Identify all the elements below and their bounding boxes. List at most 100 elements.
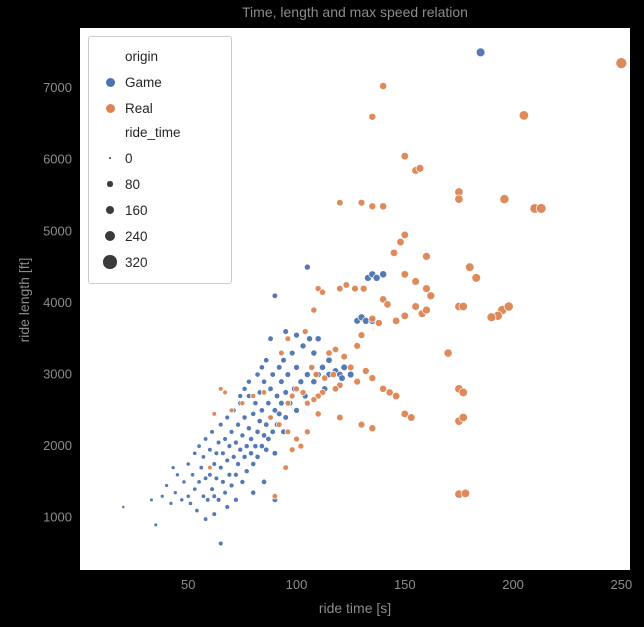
data-point-real <box>379 81 388 90</box>
data-point-game <box>278 399 285 407</box>
data-point-real <box>301 328 309 335</box>
data-point-game <box>220 450 226 457</box>
data-point-real <box>329 370 337 379</box>
data-point-real <box>276 421 283 428</box>
data-point-real <box>331 385 340 393</box>
data-point-game <box>224 504 231 510</box>
data-point-real <box>284 399 292 407</box>
data-point-game <box>245 425 252 432</box>
data-point-game <box>267 335 274 342</box>
data-point-game <box>211 511 217 517</box>
data-point-real <box>443 348 453 358</box>
data-point-game <box>164 483 169 488</box>
data-point-game <box>254 428 261 435</box>
data-point-game <box>241 414 248 421</box>
data-point-game <box>190 472 196 478</box>
data-point-game <box>338 374 346 382</box>
data-point-game <box>265 435 272 443</box>
data-point-game <box>269 428 276 435</box>
data-point-game <box>185 461 191 467</box>
data-point-game <box>230 454 237 460</box>
data-point-game <box>168 501 174 506</box>
data-point-game <box>254 371 261 378</box>
data-point-real <box>288 392 296 400</box>
data-point-real <box>400 230 409 240</box>
data-point-game <box>282 389 289 396</box>
data-point-game <box>237 393 244 399</box>
data-point-game <box>299 342 307 350</box>
data-point-game <box>211 493 217 499</box>
data-point-game <box>233 471 239 478</box>
data-point-game <box>224 457 231 464</box>
data-point-real <box>374 319 383 327</box>
data-point-real <box>321 374 329 382</box>
data-point-real <box>310 306 318 314</box>
data-point-real <box>336 413 344 422</box>
y-tick-label: 5000 <box>43 223 72 238</box>
data-point-real <box>471 273 481 283</box>
data-point-game <box>276 410 283 418</box>
data-point-game <box>346 370 355 379</box>
data-point-game <box>325 356 333 364</box>
data-point-real <box>250 393 257 400</box>
data-point-game <box>254 453 261 460</box>
data-point-game <box>271 292 279 299</box>
x-tick-label: 250 <box>610 577 632 592</box>
data-point-real <box>297 442 305 450</box>
size-dot-icon <box>103 255 117 269</box>
data-point-game <box>185 493 191 499</box>
data-point-real <box>342 281 351 289</box>
x-axis-label: ride time [s] <box>318 600 392 616</box>
data-point-game <box>226 471 233 478</box>
data-point-game <box>250 410 257 417</box>
data-point-real <box>518 110 529 121</box>
data-point-real <box>211 411 217 417</box>
data-point-game <box>276 364 283 371</box>
data-point-game <box>228 428 235 435</box>
data-point-game <box>318 363 327 371</box>
data-point-game <box>241 385 248 392</box>
x-tick-label: 150 <box>394 577 416 592</box>
size-dot-icon <box>107 181 113 187</box>
data-point-real <box>458 412 468 423</box>
data-point-game <box>258 443 265 450</box>
data-point-game <box>200 493 207 499</box>
data-point-real <box>284 335 292 342</box>
data-point-game <box>282 414 289 421</box>
data-point-game <box>224 414 231 421</box>
data-point-game <box>179 497 185 503</box>
data-point-real <box>207 464 213 471</box>
legend-size-label: 320 <box>125 254 148 270</box>
data-point-game <box>200 454 207 460</box>
data-point-game <box>265 400 272 407</box>
data-point-real <box>325 349 333 357</box>
data-point-game <box>170 465 176 470</box>
data-point-real <box>314 410 322 418</box>
data-point-real <box>357 331 366 339</box>
data-point-real <box>400 409 409 419</box>
data-point-game <box>280 356 287 364</box>
legend-size-item-3: 240 <box>95 223 225 249</box>
size-dot-icon <box>106 206 114 214</box>
data-point-game <box>239 432 246 439</box>
data-point-game <box>293 364 300 371</box>
data-point-real <box>503 301 514 312</box>
data-point-real <box>454 194 464 204</box>
data-point-game <box>194 508 200 514</box>
data-point-game <box>196 443 202 449</box>
data-point-game <box>215 497 222 503</box>
data-point-game <box>293 407 300 414</box>
data-point-game <box>282 328 289 335</box>
data-point-game <box>241 453 248 460</box>
data-point-game <box>271 450 279 457</box>
data-point-real <box>267 414 274 421</box>
data-point-game <box>196 479 202 485</box>
data-point-game <box>228 482 235 489</box>
data-point-game <box>297 378 305 386</box>
data-point-real <box>411 277 420 286</box>
data-point-game <box>252 443 259 450</box>
data-point-real <box>426 291 436 301</box>
data-point-real <box>308 363 316 371</box>
legend-size-item-0: 0 <box>95 145 225 171</box>
data-point-real <box>340 352 348 361</box>
